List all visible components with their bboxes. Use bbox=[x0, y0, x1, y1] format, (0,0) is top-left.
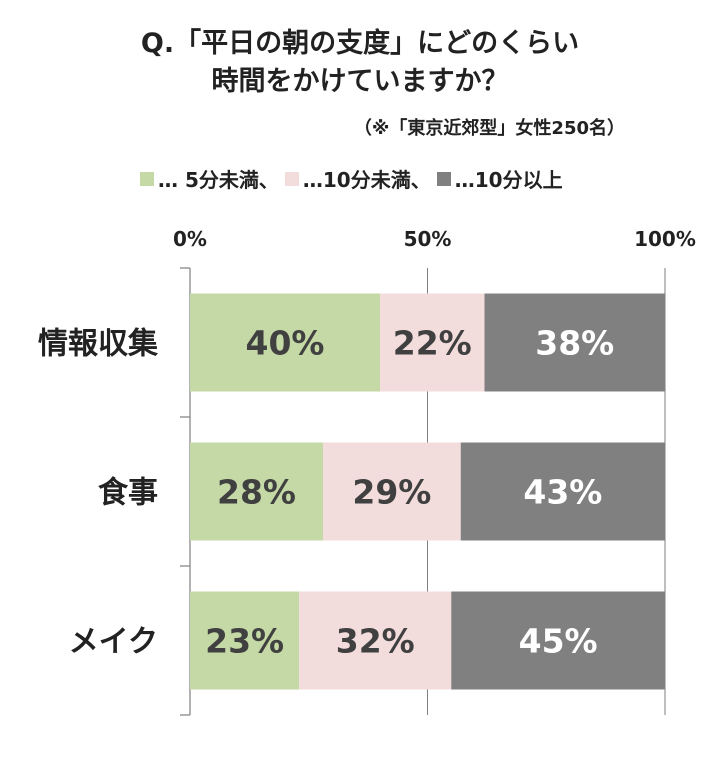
data-label: 43% bbox=[523, 473, 602, 512]
legend-label-ge10: …10分以上 bbox=[454, 168, 563, 192]
data-label: 40% bbox=[246, 324, 325, 363]
data-label: 29% bbox=[352, 473, 431, 512]
chart-title-line1: Q.「平日の朝の支度」にどのくらい bbox=[140, 28, 580, 59]
legend-label-lt10: …10分未満、 bbox=[302, 168, 431, 192]
data-label: 45% bbox=[519, 622, 598, 661]
legend-swatch-lt5 bbox=[140, 171, 154, 186]
bar-segment bbox=[380, 293, 485, 392]
category-label: 情報収集 bbox=[38, 327, 159, 362]
chart-subtitle: （※「東京近郊型」女性250名） bbox=[353, 118, 625, 139]
bar-segment bbox=[299, 591, 452, 690]
bar-segment bbox=[190, 442, 323, 541]
data-label: 32% bbox=[336, 622, 415, 661]
category-label: メイク bbox=[69, 625, 158, 660]
data-label: 38% bbox=[535, 324, 614, 363]
bar-segment bbox=[190, 591, 300, 690]
bar-segment bbox=[190, 293, 380, 392]
legend: … 5分未満、 …10分未満、 …10分以上 bbox=[140, 164, 569, 193]
category-label: 食事 bbox=[98, 476, 158, 511]
bar-segment bbox=[451, 591, 665, 690]
data-label: 23% bbox=[205, 622, 284, 661]
x-tick-label: 50% bbox=[404, 227, 452, 251]
data-label: 22% bbox=[393, 324, 472, 363]
legend-swatch-lt10 bbox=[284, 171, 299, 186]
data-label: 28% bbox=[217, 473, 296, 512]
x-tick-label: 0% bbox=[173, 227, 207, 251]
bar-segment bbox=[460, 442, 665, 541]
bar-segment bbox=[484, 293, 665, 392]
x-tick-label: 100% bbox=[634, 227, 696, 251]
legend-swatch-ge10 bbox=[436, 171, 451, 186]
bar-segment bbox=[323, 442, 461, 541]
legend-label-lt5: … 5分未満、 bbox=[158, 168, 279, 192]
chart-title-line2: 時間をかけていますか？ bbox=[211, 66, 509, 97]
